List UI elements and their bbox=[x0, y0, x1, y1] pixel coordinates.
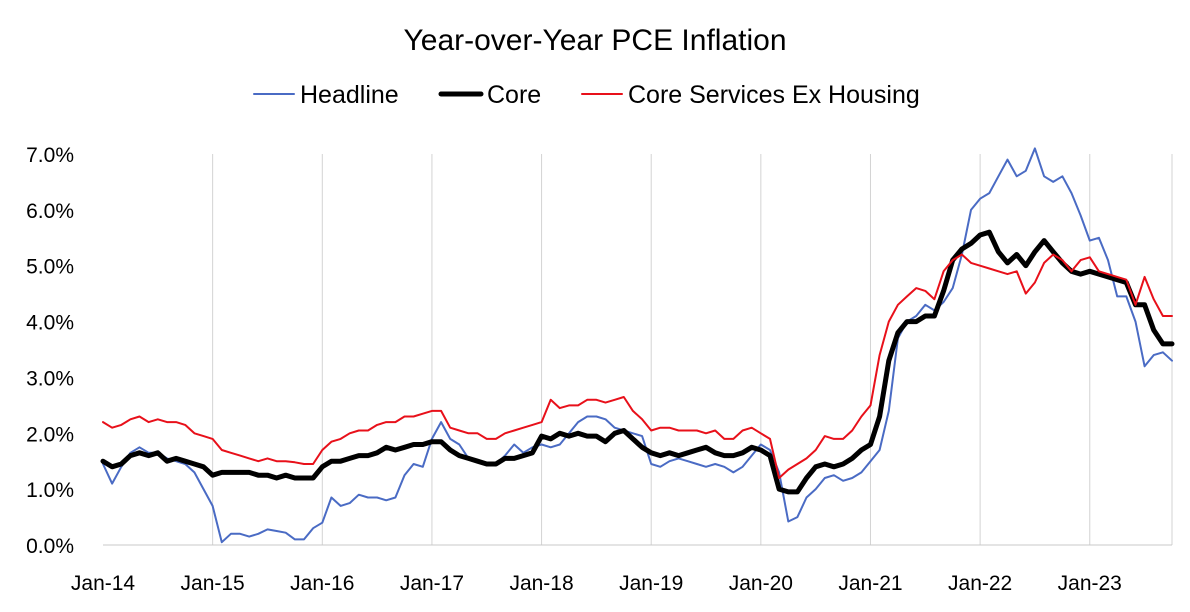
x-tick-label: Jan-22 bbox=[948, 572, 1012, 595]
y-tick-label: 4.0% bbox=[26, 312, 74, 335]
y-tick-label: 2.0% bbox=[26, 423, 74, 446]
y-tick-label: 5.0% bbox=[26, 256, 74, 279]
series-line-core-services-ex-housing bbox=[102, 253, 1173, 479]
legend-label: Core bbox=[487, 81, 541, 109]
x-tick-label: Jan-18 bbox=[509, 572, 573, 595]
x-tick-label: Jan-23 bbox=[1058, 572, 1122, 595]
y-tick-label: 3.0% bbox=[26, 367, 74, 390]
chart-title: Year-over-Year PCE Inflation bbox=[404, 24, 787, 57]
x-axis-tick-labels: Jan-14 Jan-15 Jan-16 Jan-17 Jan-18 Jan-19 Jan-… bbox=[71, 572, 1122, 595]
x-tick-label: Jan-19 bbox=[619, 572, 683, 595]
x-tick-label: Jan-14 bbox=[71, 572, 136, 595]
y-tick-label: 6.0% bbox=[26, 200, 74, 223]
x-tick-label: Jan-21 bbox=[838, 572, 902, 595]
x-tick-label: Jan-15 bbox=[181, 572, 245, 595]
series-lines bbox=[100, 147, 1175, 544]
legend-label: Core Services Ex Housing bbox=[628, 81, 920, 109]
y-axis-tick-labels: 0.0% 1.0% 2.0% 3.0% 4.0% 5.0% 6.0% 7.0% bbox=[26, 144, 74, 558]
legend: Headline Core Core Services Ex Housing bbox=[253, 81, 920, 109]
y-tick-label: 1.0% bbox=[26, 479, 74, 502]
legend-label: Headline bbox=[300, 81, 399, 109]
series-line-headline bbox=[102, 147, 1173, 544]
series-line-core bbox=[100, 229, 1175, 495]
y-tick-label: 0.0% bbox=[26, 535, 74, 558]
y-tick-label: 7.0% bbox=[26, 144, 74, 167]
x-tick-label: Jan-16 bbox=[290, 572, 354, 595]
x-tick-label: Jan-20 bbox=[729, 572, 793, 595]
vertical-gridlines bbox=[212, 154, 1173, 545]
x-tick-label: Jan-17 bbox=[400, 572, 464, 595]
